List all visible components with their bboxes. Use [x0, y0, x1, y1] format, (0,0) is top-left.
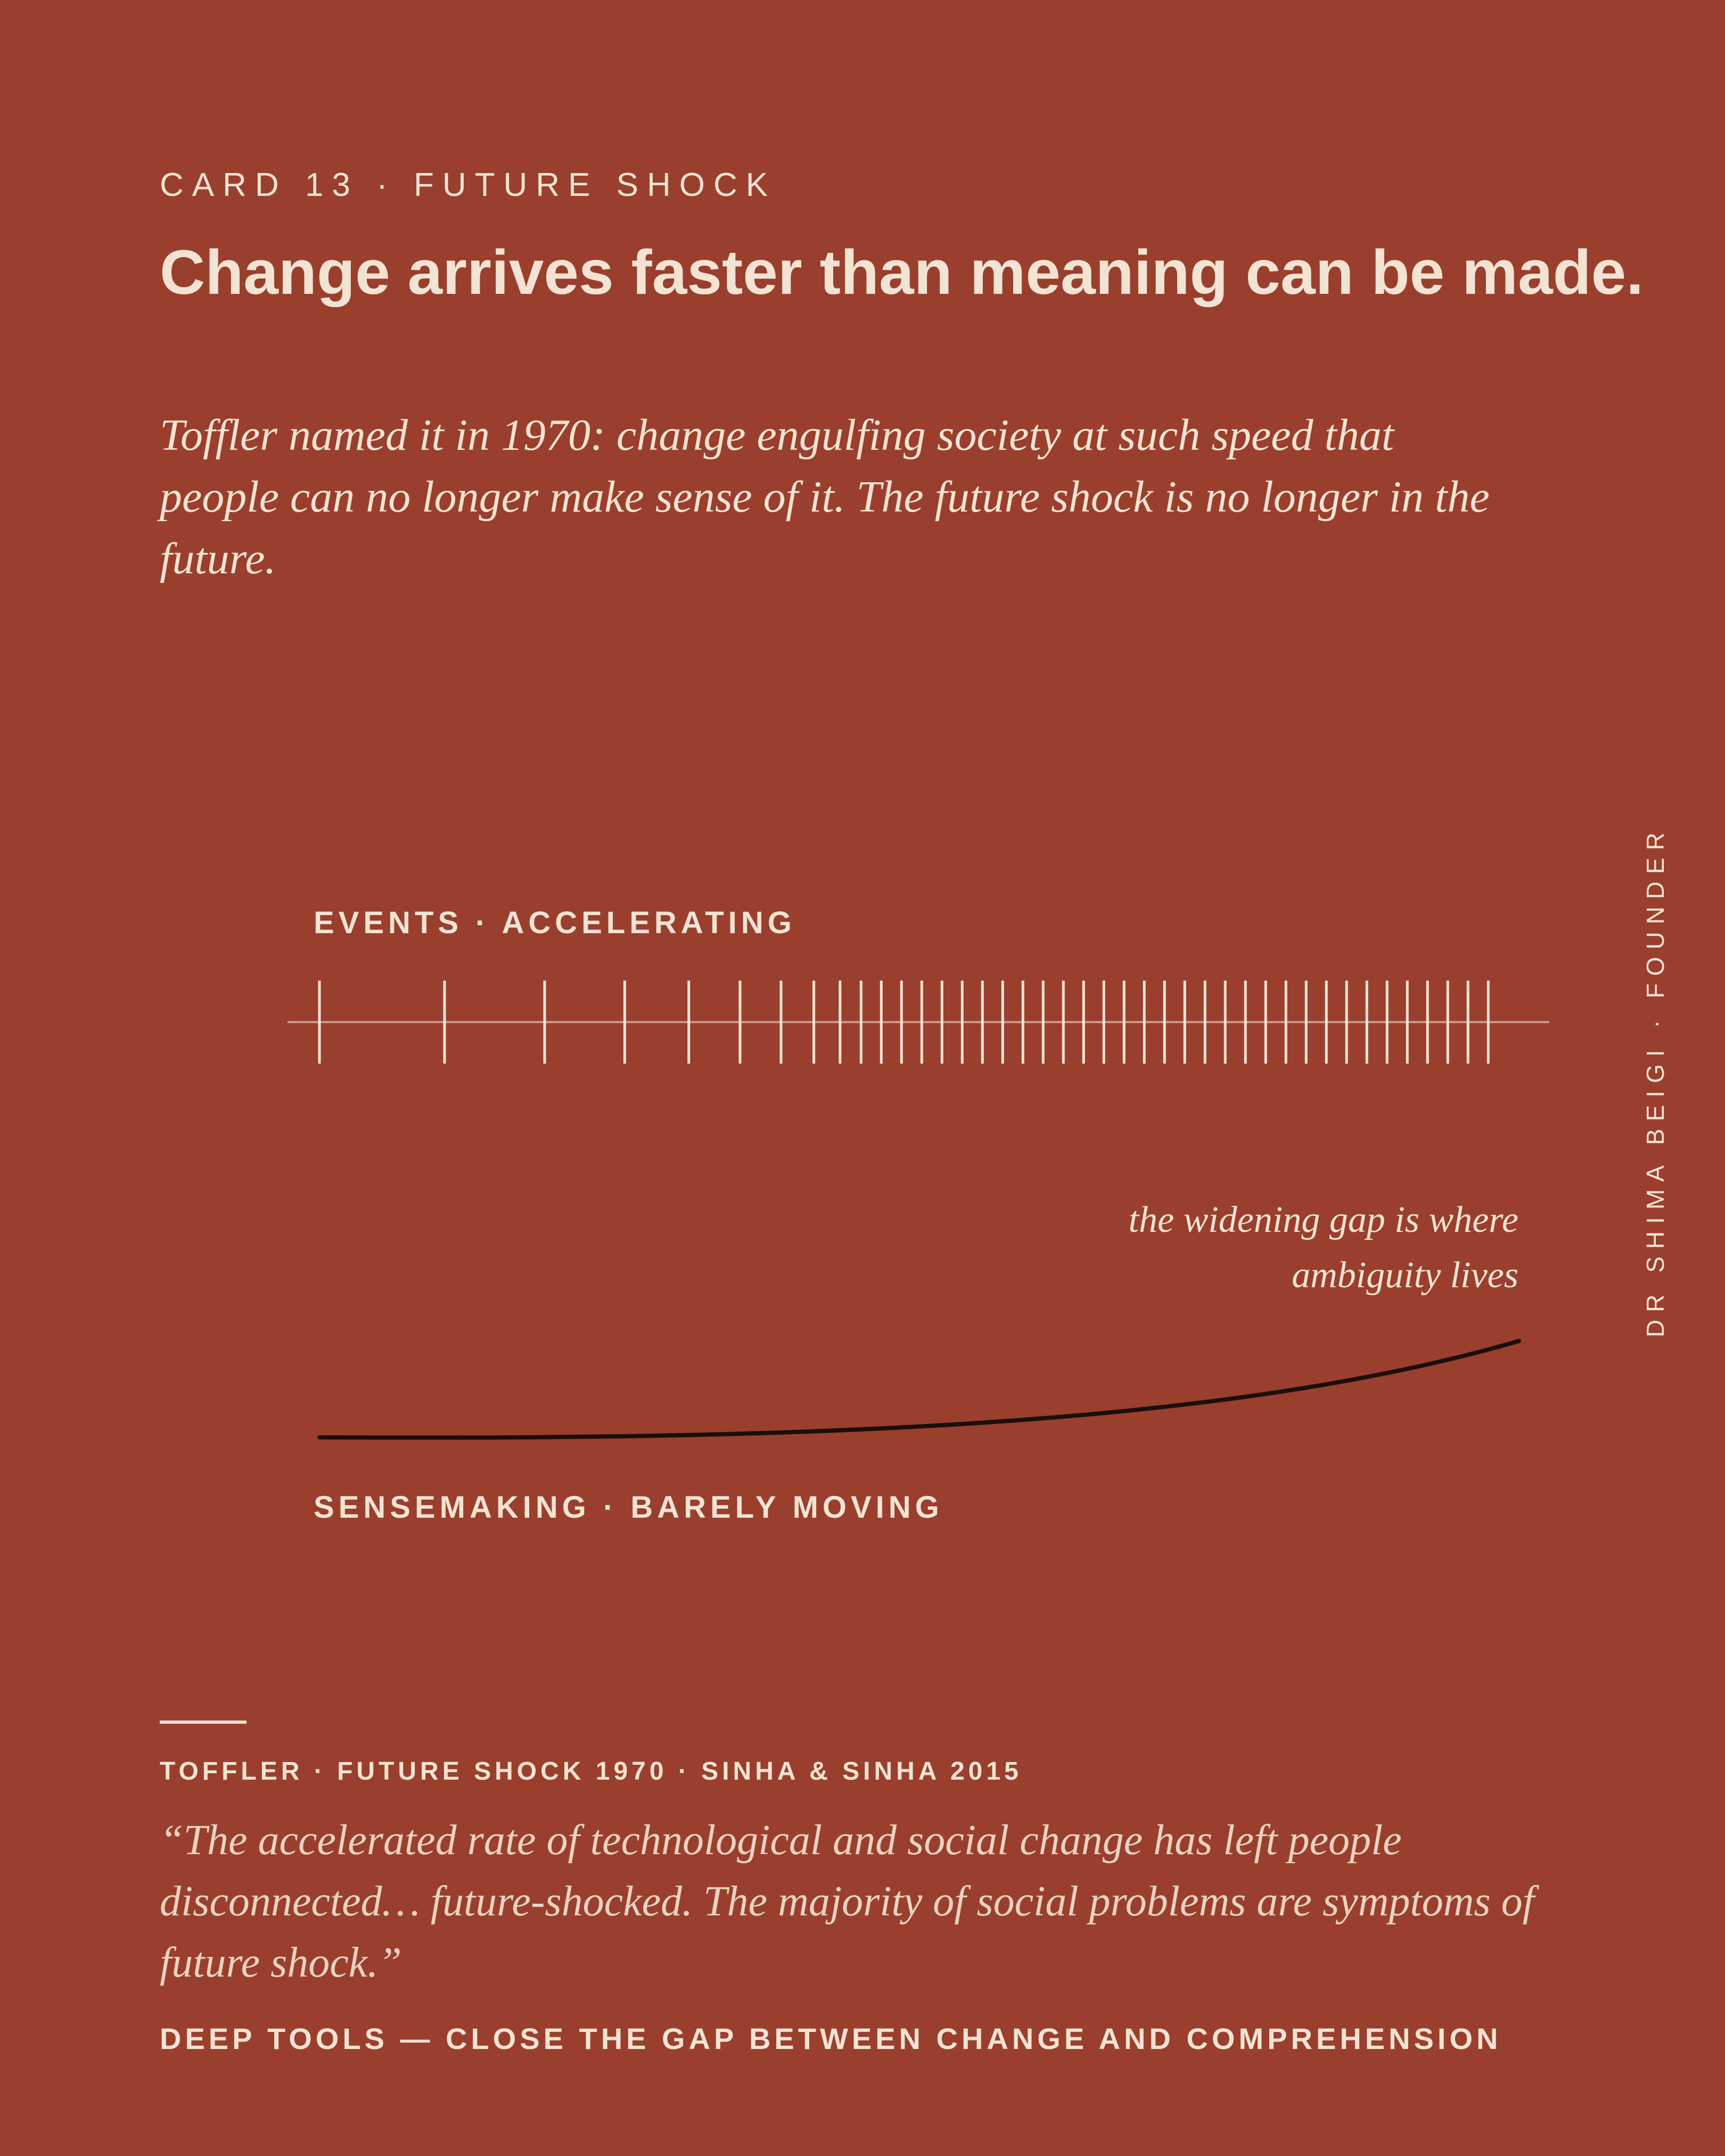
annotation: the widening gap is where ambiguity live…: [1129, 1192, 1518, 1303]
sensemaking-curve: [317, 1339, 1521, 1440]
side-text: DR SHIMA BEIGI · FOUNDER: [1641, 825, 1669, 1338]
eyebrow: CARD 13 · FUTURE SHOCK: [160, 167, 777, 203]
event-ticks: [318, 981, 1490, 1064]
annotation-line: the widening gap is where: [1128, 1199, 1518, 1240]
annotation-line: ambiguity lives: [1292, 1255, 1518, 1296]
bottom-label: SENSEMAKING · BARELY MOVING: [314, 1490, 943, 1525]
subtitle: Toffler named it in 1970: change engulfi…: [160, 410, 1490, 583]
title: Change arrives faster than meaning can b…: [160, 237, 1644, 308]
sources: TOFFLER · FUTURE SHOCK 1970 · SINHA & SI…: [160, 1757, 1022, 1785]
top-label: EVENTS · ACCELERATING: [314, 906, 796, 940]
quote: “The accelerated rate of technological a…: [160, 1817, 1534, 1986]
tagline: DEEP TOOLS — CLOSE THE GAP BETWEEN CHANG…: [160, 2022, 1502, 2055]
